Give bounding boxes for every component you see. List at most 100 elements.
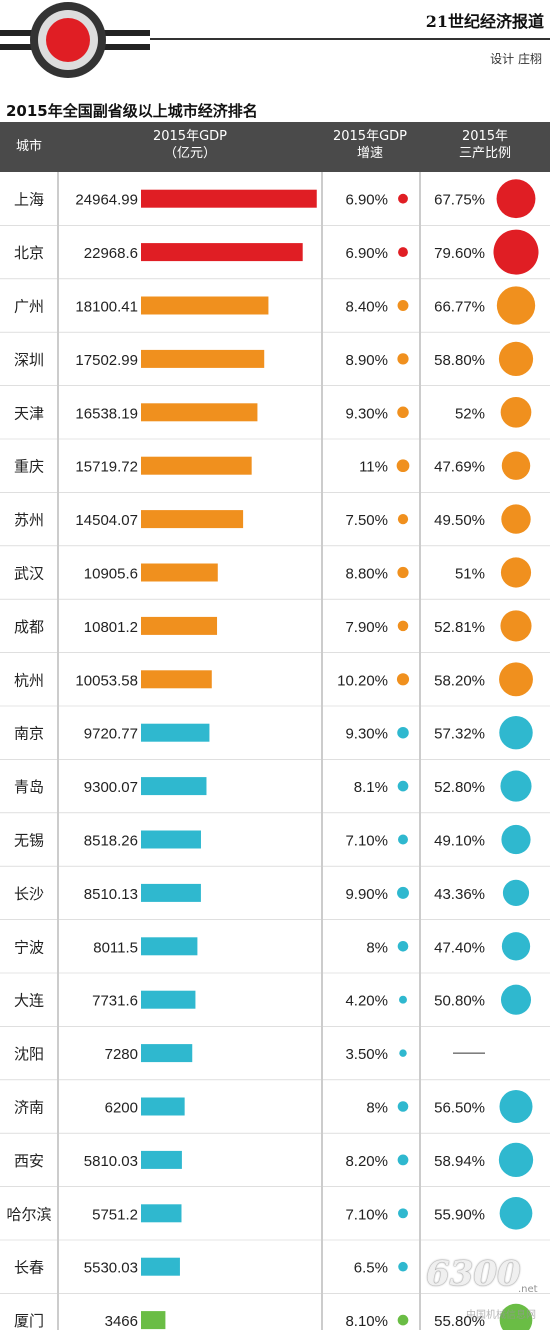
publication-name: 21世纪经济报道: [425, 12, 544, 31]
city-label: 西安: [14, 1152, 44, 1170]
gdp-bar: [141, 189, 317, 208]
growth-dot: [399, 995, 407, 1004]
tertiary-circle: [496, 179, 536, 219]
growth-dot: [399, 1049, 407, 1057]
growth-dot: [397, 566, 409, 579]
tertiary-circle: [498, 341, 534, 377]
growth-value: 7.10%: [345, 833, 388, 850]
city-label: 成都: [14, 618, 44, 636]
tertiary-circle: [496, 286, 536, 325]
city-label: 重庆: [14, 458, 44, 476]
col-header-tertiary-line1: 2015年: [461, 129, 509, 144]
growth-value: 6.90%: [345, 192, 388, 209]
tertiary-value: 52%: [455, 405, 485, 422]
gdp-bar: [141, 296, 269, 315]
city-label: 长沙: [14, 885, 44, 903]
tertiary-value: 49.10%: [434, 833, 485, 850]
growth-dot: [397, 1154, 409, 1166]
growth-value: 9.30%: [345, 405, 388, 422]
tertiary-value: 43.36%: [434, 886, 485, 903]
watermark-subtitle: 中国机械信息网: [466, 1310, 536, 1321]
city-label: 北京: [14, 244, 44, 262]
gdp-bar: [141, 403, 258, 422]
growth-value: 8%: [366, 939, 388, 956]
tertiary-value: 47.40%: [434, 939, 485, 956]
tertiary-value: 51%: [455, 566, 485, 583]
gdp-bar: [141, 349, 265, 368]
growth-dot: [397, 886, 409, 899]
gdp-bar: [141, 1311, 166, 1330]
city-gdp-table: 上海 24964.99 6.90% 67.75% 北京 22968.6 6.90% 79.60…: [0, 172, 550, 1330]
gdp-value: 8011.5: [93, 939, 138, 956]
col-header-growth-line1: 2015年GDP: [332, 129, 407, 144]
gdp-bar: [141, 1150, 182, 1169]
city-label: 广州: [14, 298, 44, 316]
tertiary-value: 57.32%: [434, 726, 485, 743]
gdp-value: 15719.72: [75, 459, 138, 476]
growth-dot: [398, 834, 408, 845]
gdp-value: 5530.03: [84, 1260, 138, 1277]
gdp-bar: [141, 456, 252, 475]
city-label: 深圳: [14, 351, 44, 369]
gdp-bar: [141, 1097, 185, 1116]
tertiary-value: 56.50%: [434, 1100, 485, 1117]
growth-dot: [397, 300, 409, 311]
growth-value: 8%: [366, 1100, 388, 1117]
tertiary-circle: [499, 715, 533, 750]
gdp-value: 5751.2: [92, 1206, 138, 1223]
city-label: 苏州: [14, 511, 44, 529]
tertiary-circle: [500, 396, 532, 428]
gdp-value: 16538.19: [75, 405, 138, 422]
growth-dot: [397, 941, 409, 952]
watermark-number: 6300: [426, 1254, 521, 1294]
gdp-bar: [141, 510, 244, 529]
gdp-bar: [141, 723, 210, 742]
gdp-bar: [141, 616, 218, 635]
growth-value: 7.50%: [345, 512, 388, 529]
city-label: 青岛: [14, 778, 44, 796]
gdp-bar: [141, 937, 198, 956]
tertiary-circle: [499, 1303, 533, 1330]
growth-dot: [398, 247, 408, 258]
gdp-bar: [141, 990, 196, 1009]
growth-value: 8.20%: [345, 1153, 388, 1170]
tertiary-circle: [501, 932, 531, 961]
growth-dot: [397, 1314, 409, 1326]
table-header: 城市 2015年GDP （亿元） 2015年GDP 增速 2015年 三产比例: [0, 122, 550, 172]
gdp-value: 7280: [105, 1046, 138, 1063]
growth-dot: [398, 1208, 408, 1219]
tertiary-value: 55.80%: [434, 1313, 485, 1330]
tertiary-value: 55.90%: [434, 1206, 485, 1223]
city-label: 无锡: [14, 832, 44, 850]
gdp-value: 8510.13: [84, 886, 138, 903]
city-label: 上海: [14, 191, 44, 209]
growth-value: 6.90%: [345, 245, 388, 262]
watermark-tld: .net: [518, 1284, 538, 1295]
growth-value: 4.20%: [345, 993, 388, 1010]
tertiary-value: 58.20%: [434, 672, 485, 689]
tertiary-circle: [498, 1142, 534, 1178]
tertiary-circle: [502, 879, 530, 906]
col-header-gdp-line2: （亿元）: [163, 146, 216, 161]
col-header-gdp-line1: 2015年GDP: [152, 129, 227, 144]
growth-value: 9.30%: [345, 726, 388, 743]
tertiary-value: 52.81%: [434, 619, 485, 636]
growth-value: 9.90%: [345, 886, 388, 903]
gdp-bar: [141, 563, 218, 582]
tertiary-circle: [501, 824, 531, 855]
city-label: 济南: [14, 1099, 44, 1117]
gdp-bar: [141, 1044, 193, 1063]
tertiary-circle: [501, 451, 531, 480]
gdp-value: 7731.6: [92, 993, 138, 1010]
gdp-value: 9300.07: [84, 779, 138, 796]
city-label: 厦门: [14, 1312, 44, 1330]
growth-dot: [397, 780, 409, 792]
tertiary-circle: [500, 984, 532, 1015]
growth-value: 7.90%: [345, 619, 388, 636]
tertiary-value: 49.50%: [434, 512, 485, 529]
col-header-tertiary-line2: 三产比例: [458, 146, 511, 161]
gdp-bar: [141, 1257, 180, 1276]
gdp-bar: [141, 1204, 182, 1223]
city-label: 杭州: [14, 671, 44, 689]
growth-value: 8.40%: [345, 299, 388, 316]
